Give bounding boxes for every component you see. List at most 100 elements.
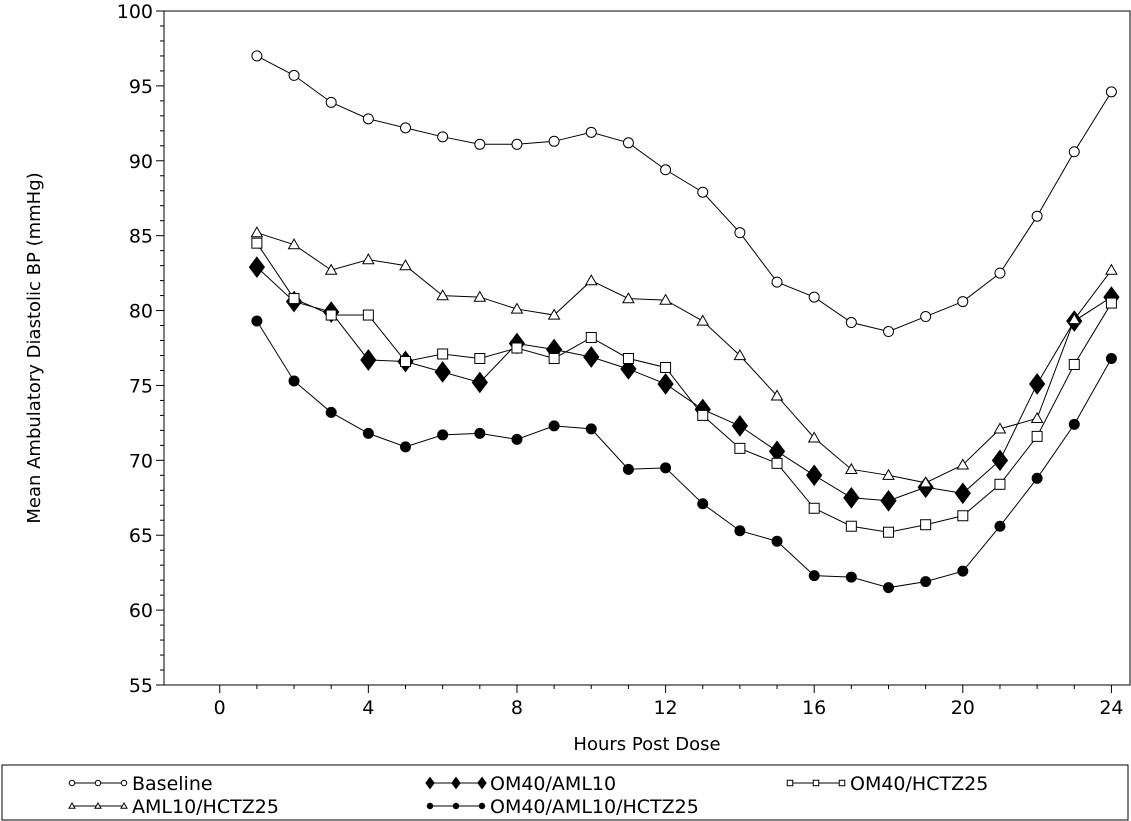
data-point — [250, 226, 264, 238]
data-point — [956, 458, 970, 470]
data-point — [880, 489, 897, 512]
data-point — [622, 137, 634, 149]
data-point — [808, 502, 820, 514]
legend-label: AML10/HCTZ25 — [132, 796, 279, 818]
data-point — [474, 138, 486, 150]
data-point — [660, 462, 672, 474]
legend-marker — [838, 779, 846, 787]
legend-marker — [68, 779, 76, 787]
data-point — [808, 570, 820, 582]
series-line — [256, 320, 1112, 589]
series-line — [256, 55, 1112, 333]
data-point — [511, 342, 523, 354]
data-point — [883, 526, 894, 538]
data-point — [434, 361, 451, 383]
legend-label: OM40/AML10/HCTZ25 — [490, 796, 699, 818]
legend-item-aml10-hctz25: AML10/HCTZ25 — [68, 796, 279, 818]
data-point — [362, 309, 374, 321]
y-tick-label: 65 — [129, 525, 153, 547]
data-point — [548, 420, 560, 432]
x-tick-label: 20 — [951, 697, 975, 719]
data-point — [585, 126, 597, 138]
legend-marker — [478, 802, 486, 810]
data-point — [288, 69, 300, 81]
series-line — [256, 242, 1112, 533]
data-point — [251, 237, 263, 249]
data-point — [734, 227, 746, 239]
data-point — [548, 352, 560, 364]
legend-box — [1, 764, 1129, 821]
data-point — [251, 50, 263, 62]
data-point — [474, 427, 486, 439]
data-point — [920, 311, 932, 323]
data-point — [844, 462, 858, 474]
data-point — [697, 409, 709, 421]
data-point — [584, 274, 598, 286]
series-line — [256, 232, 1112, 484]
data-point — [957, 296, 969, 308]
data-point — [510, 302, 524, 314]
data-point — [248, 256, 266, 278]
x-axis: 0 4 8 12 16 20 24 — [214, 685, 1124, 719]
data-point — [622, 352, 634, 364]
legend: Baseline OM40/AML10 OM40/HCTZ25 AML10/HCTZ2… — [68, 773, 988, 818]
data-point — [697, 498, 709, 510]
series-aml10-hctz25 — [250, 226, 1118, 488]
data-point — [437, 348, 449, 360]
series-line — [256, 266, 1112, 502]
data-point — [660, 164, 672, 176]
data-point — [771, 276, 783, 288]
data-point — [993, 422, 1007, 434]
data-point — [474, 352, 486, 364]
data-point — [734, 525, 746, 537]
data-point — [400, 441, 411, 453]
data-point — [957, 510, 969, 522]
data-point — [845, 571, 857, 583]
legend-marker — [451, 776, 461, 790]
data-point — [288, 293, 300, 305]
data-point — [1031, 430, 1043, 442]
data-point — [845, 317, 857, 329]
x-tick-label: 12 — [653, 697, 677, 719]
data-point — [770, 389, 784, 401]
data-point — [288, 375, 300, 387]
data-point — [585, 423, 597, 435]
data-point — [1105, 263, 1118, 275]
data-point — [957, 565, 969, 577]
x-tick-label: 4 — [362, 697, 374, 719]
data-point — [883, 326, 894, 338]
data-point — [659, 293, 672, 305]
y-tick-label: 100 — [117, 1, 153, 23]
legend-marker — [68, 801, 76, 809]
data-point — [325, 96, 337, 108]
legend-item-om40-aml10: OM40/AML10 — [425, 773, 616, 795]
legend-label: OM40/AML10 — [490, 773, 616, 795]
y-tick-label: 60 — [129, 600, 153, 622]
data-point — [471, 371, 488, 394]
legend-item-om40-aml10-hctz25: OM40/AML10/HCTZ25 — [426, 796, 699, 818]
legend-marker — [786, 779, 794, 787]
legend-marker — [477, 776, 487, 790]
data-point — [251, 315, 263, 327]
x-tick-label: 24 — [1099, 697, 1123, 719]
data-point — [325, 309, 337, 321]
x-tick-label: 16 — [802, 697, 826, 719]
data-point — [361, 253, 375, 265]
y-tick-label: 80 — [129, 301, 153, 323]
data-point — [399, 259, 412, 271]
data-point — [731, 415, 749, 437]
x-tick-label: 8 — [511, 697, 523, 719]
data-point — [697, 186, 709, 198]
legend-marker — [812, 779, 820, 787]
data-point — [771, 535, 783, 547]
y-axis: 55 60 65 70 75 80 85 90 95 100 — [117, 1, 164, 697]
legend-label: Baseline — [132, 773, 213, 795]
data-point — [437, 131, 449, 143]
data-point — [1031, 472, 1043, 484]
data-point — [547, 308, 561, 320]
data-point — [511, 433, 523, 445]
data-point — [585, 332, 597, 344]
data-point — [362, 113, 374, 125]
y-tick-label: 70 — [129, 450, 153, 472]
y-tick-label: 85 — [129, 226, 153, 248]
